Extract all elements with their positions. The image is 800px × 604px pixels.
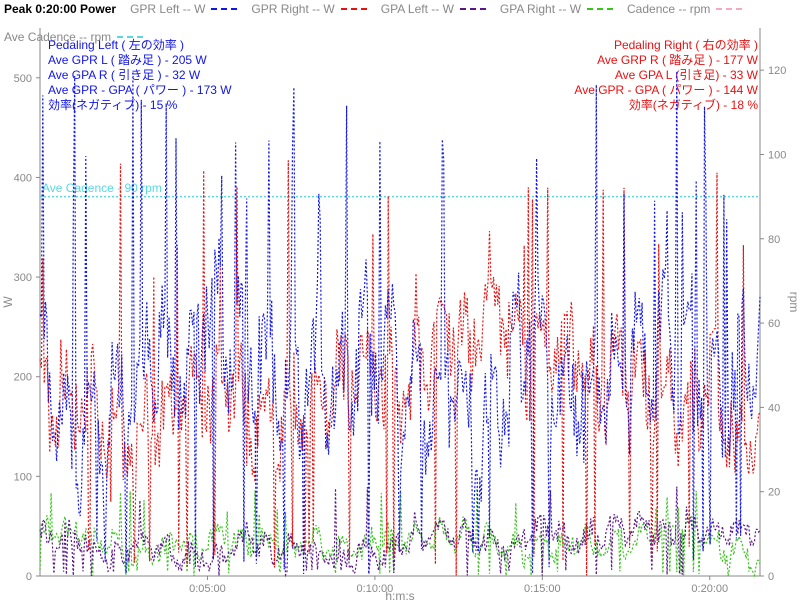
svg-text:400: 400 (14, 172, 32, 184)
chart-svg: 0 100 200 300 400 500 W 0 20 40 60 80 100 120 rpm 0:05:… (0, 0, 800, 604)
svg-text:100: 100 (14, 471, 32, 483)
svg-text:0:05:00: 0:05:00 (189, 583, 226, 595)
svg-text:0:20:00: 0:20:00 (691, 583, 728, 595)
svg-text:0:15:00: 0:15:00 (524, 583, 561, 595)
svg-text:200: 200 (14, 372, 32, 384)
svg-text:60: 60 (768, 318, 780, 330)
svg-text:300: 300 (14, 272, 32, 284)
svg-text:500: 500 (14, 73, 32, 85)
svg-text:100: 100 (768, 149, 786, 161)
series-line (40, 71, 760, 574)
svg-text:120: 120 (768, 65, 786, 77)
svg-text:80: 80 (768, 234, 780, 246)
svg-text:20: 20 (768, 487, 780, 499)
svg-text:h:m:s: h:m:s (385, 589, 414, 603)
svg-text:0: 0 (26, 571, 32, 583)
svg-text:40: 40 (768, 402, 780, 414)
svg-text:rpm: rpm (787, 292, 800, 313)
svg-text:0: 0 (768, 571, 774, 583)
svg-text:W: W (1, 296, 15, 308)
